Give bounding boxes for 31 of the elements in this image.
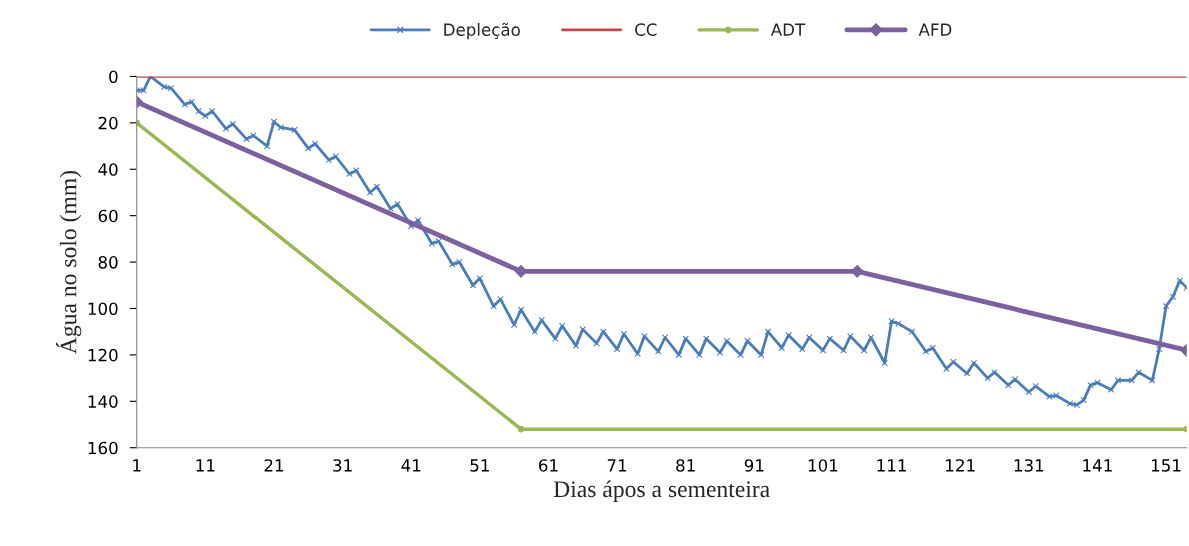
x-tick-label: 101 [808, 459, 838, 472]
x-tick-label: 81 [676, 459, 695, 472]
x-tick-label: 31 [333, 459, 352, 472]
x-tick-label: 21 [264, 459, 284, 472]
x-tick-label: 91 [744, 459, 764, 472]
legend-label: Depleção [444, 22, 520, 40]
y-tick-label: 0 [109, 70, 118, 84]
x-tick-label: 151 [1151, 459, 1181, 472]
x-tick-label: 111 [877, 459, 906, 472]
y-tick-label: 60 [98, 209, 118, 223]
y-tick-label: 20 [98, 116, 118, 130]
y-tick-label: 40 [98, 163, 118, 176]
y-tick-label: 100 [88, 302, 118, 316]
x-tick-label: 141 [1083, 459, 1112, 472]
x-tick-label: 121 [946, 459, 975, 472]
x-tick-label: 131 [1014, 459, 1044, 472]
x-tick-label: 1 [133, 459, 141, 472]
legend-label: ADT [770, 23, 806, 36]
y-tick-label: 140 [88, 395, 118, 408]
x-tick-label: 41 [401, 459, 421, 472]
x-tick-label: 71 [607, 459, 627, 472]
y-axis-title: Água no solo (mm) [56, 170, 82, 354]
x-axis-title: Dias ápos a sementeira [553, 480, 770, 502]
y-tick-label: 160 [88, 441, 118, 455]
y-tick-label: 120 [88, 348, 118, 362]
x-tick-label: 61 [539, 459, 558, 472]
x-tick-label: 51 [470, 459, 489, 472]
x-tick-label: 11 [196, 459, 215, 472]
legend-label: AFD [918, 23, 952, 36]
legend-label: CC [635, 23, 657, 36]
y-tick-label: 80 [98, 256, 118, 269]
